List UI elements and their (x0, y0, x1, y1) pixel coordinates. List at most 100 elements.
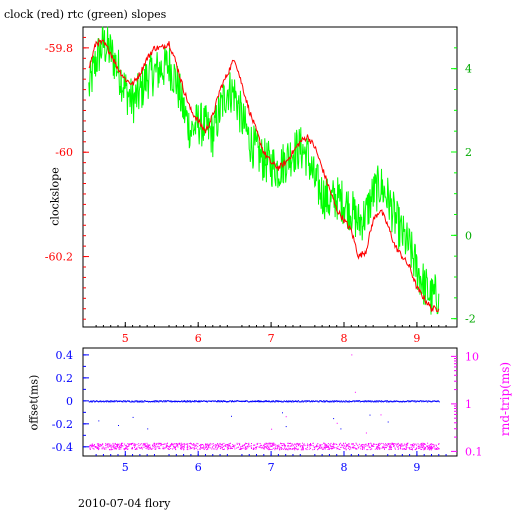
rnd-trip-point (175, 445, 177, 447)
rnd-trip-point (405, 446, 407, 448)
rnd-trip-point (160, 442, 162, 444)
rnd-trip-point (131, 448, 133, 450)
rnd-trip-point (124, 448, 126, 450)
rnd-trip-point (107, 447, 109, 449)
rnd-trip-point (160, 443, 162, 445)
rnd-trip-point (128, 446, 130, 447)
bottom-right-y-axis-label: rnd-trip(ms) (498, 361, 512, 437)
rnd-trip-point (229, 443, 231, 445)
rnd-trip-point (366, 449, 368, 451)
rnd-trip-point (378, 447, 380, 449)
top-left-y-tick-label: -60 (55, 146, 73, 159)
rnd-trip-point (340, 447, 342, 448)
rnd-trip-point (126, 449, 128, 450)
rnd-trip-point (389, 443, 391, 445)
rnd-trip-point (376, 443, 377, 445)
offset-point (170, 401, 172, 403)
rnd-trip-point (154, 447, 156, 449)
rnd-trip-point (328, 446, 330, 448)
rnd-trip-point (189, 447, 191, 449)
rnd-trip-point (152, 445, 154, 447)
rnd-trip-point (158, 447, 160, 449)
rnd-trip-point (405, 448, 407, 450)
rnd-trip-point (220, 445, 222, 447)
offset-point (302, 400, 304, 402)
rnd-trip-point (298, 445, 300, 447)
rnd-trip-point (251, 448, 252, 449)
rnd-trip-point (437, 447, 439, 449)
rnd-trip-point (134, 444, 136, 446)
rnd-trip-point (343, 448, 345, 450)
rnd-trip-point (364, 444, 366, 446)
rnd-trip-point (350, 448, 352, 450)
offset-point (186, 401, 188, 403)
rnd-trip-point (389, 445, 391, 447)
offset-point (128, 400, 130, 402)
rnd-trip-point (272, 442, 274, 444)
rnd-trip-point (127, 443, 129, 445)
offset-point (190, 400, 191, 402)
offset-point (326, 400, 328, 402)
rnd-trip-point (195, 444, 197, 446)
rnd-trip-point (281, 448, 283, 449)
rnd-trip-point (238, 448, 240, 450)
rnd-trip-point (187, 444, 189, 446)
offset-point (333, 400, 335, 402)
rnd-trip-point (265, 443, 267, 445)
rnd-trip-point (169, 444, 171, 446)
rnd-trip-point (202, 444, 203, 445)
rnd-trip-point (246, 446, 248, 448)
rnd-trip-point (405, 444, 407, 446)
rnd-trip-point (330, 442, 332, 444)
rnd-trip-point (367, 444, 369, 446)
rnd-trip-point (180, 448, 182, 450)
offset-point (380, 401, 382, 403)
offset-point (181, 400, 183, 402)
rnd-trip-point (89, 448, 91, 450)
rnd-trip-point (256, 443, 258, 445)
rnd-trip-point (215, 446, 217, 448)
rnd-trip-point (315, 446, 317, 448)
rnd-trip-point (293, 444, 294, 446)
rnd-trip-point (162, 446, 164, 448)
rnd-trip-point (164, 443, 166, 445)
rnd-trip-point (377, 443, 379, 445)
rnd-trip-point (174, 446, 176, 448)
offset-point (135, 401, 137, 403)
rnd-trip-point (421, 443, 423, 445)
offset-point (157, 400, 159, 402)
offset-point (317, 400, 319, 402)
rnd-trip-point (360, 448, 362, 450)
rnd-trip-point (434, 448, 436, 450)
rnd-trip-point (399, 444, 401, 446)
offset-point (323, 400, 325, 402)
rnd-trip-point (156, 446, 158, 448)
rnd-trip-point (240, 448, 242, 449)
rnd-trip-point (402, 445, 404, 447)
rnd-trip-point (163, 448, 165, 450)
rtc-slope-line (88, 26, 440, 315)
offset-point (105, 400, 107, 402)
rnd-trip-point (270, 449, 272, 450)
offset-point (272, 400, 274, 402)
rnd-trip-point (171, 443, 173, 445)
offset-point (414, 400, 416, 402)
rnd-trip-point (335, 447, 337, 449)
offset-point (259, 400, 260, 402)
offset-point (369, 400, 371, 402)
rnd-trip-point (310, 443, 311, 444)
rnd-trip-point (277, 448, 279, 450)
rnd-trip-point (106, 443, 108, 445)
rnd-trip-point (117, 447, 119, 449)
bottom-ticks: 5 6 7 8 9 0.4 0.2 0 -0.2 -0.4 10 1 0.1 (52, 349, 483, 474)
offset-point (194, 401, 196, 403)
rnd-trip-point (263, 448, 265, 450)
rnd-trip-point (282, 448, 284, 450)
rnd-trip-point (420, 445, 422, 446)
offset-point (420, 400, 422, 402)
offset-point (108, 401, 110, 403)
rnd-trip-point (186, 448, 188, 450)
rnd-trip-point (134, 446, 135, 448)
rnd-trip-point (333, 443, 335, 445)
rnd-trip-point (397, 443, 399, 445)
